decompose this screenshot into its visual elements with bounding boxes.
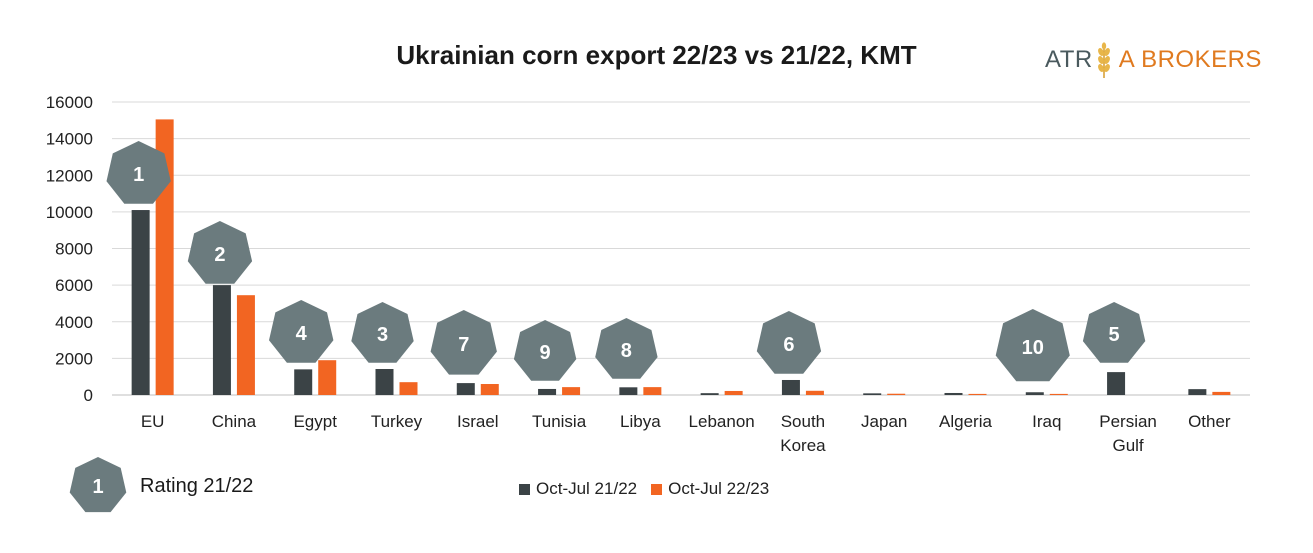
y-tick-label: 6000 xyxy=(55,276,93,295)
rating-badge-label-south-korea: 6 xyxy=(783,334,794,356)
y-tick-label: 4000 xyxy=(55,313,93,332)
x-tick-label-lebanon: Lebanon xyxy=(689,412,755,431)
x-tick-label-china: China xyxy=(212,412,257,431)
rating-badge-tunisia xyxy=(513,320,577,381)
rating-badge-iraq xyxy=(995,309,1070,382)
bar-south-korea-series-1 xyxy=(781,379,800,395)
bar-israel-series-2 xyxy=(480,384,499,395)
rating-legend: 1 Rating 21/22 xyxy=(68,456,253,516)
rating-badge-label-china: 2 xyxy=(214,244,225,266)
bar-libya-series-1 xyxy=(619,387,638,395)
rating-badge-label-tunisia: 9 xyxy=(540,342,551,364)
x-tick-label-south-korea: South xyxy=(781,412,825,431)
legend-label-series-2: Oct-Jul 22/23 xyxy=(668,479,770,498)
bar-iraq-series-1 xyxy=(1025,392,1044,395)
bar-algeria-series-2 xyxy=(968,393,987,395)
bar-other-series-2 xyxy=(1212,391,1231,395)
x-tick-label-tunisia: Tunisia xyxy=(532,412,587,431)
rating-badge-libya xyxy=(595,318,658,379)
bar-persian-gulf-series-1 xyxy=(1107,372,1126,395)
rating-badge-label-israel: 7 xyxy=(458,334,469,356)
wheat-icon xyxy=(1097,42,1110,78)
x-tick-label-libya: Libya xyxy=(620,412,661,431)
rating-badge-eu xyxy=(106,141,171,204)
x-tick-label-south-korea: Korea xyxy=(780,436,826,455)
bar-turkey-series-1 xyxy=(375,368,394,395)
rating-badge-label-eu: 1 xyxy=(133,164,144,186)
bar-japan-series-1 xyxy=(863,393,882,395)
rating-badge-egypt xyxy=(269,300,334,363)
legend-label-series-1: Oct-Jul 21/22 xyxy=(536,479,638,498)
logo-text-right: A BROKERS xyxy=(1118,46,1262,73)
chart-title: Ukrainian corn export 22/23 vs 21/22, KM… xyxy=(396,40,917,70)
rating-badge-label-iraq: 10 xyxy=(1022,337,1044,359)
x-tick-label-egypt: Egypt xyxy=(293,412,337,431)
rating-badge-turkey xyxy=(351,302,414,363)
legend-item-series-2: Oct-Jul 22/23 xyxy=(651,479,769,499)
y-tick-label: 12000 xyxy=(46,166,93,185)
rating-legend-rank: 1 xyxy=(92,476,103,498)
x-tick-label-persian-gulf: Persian xyxy=(1099,412,1157,431)
atria-brokers-logo: ATR A BROKERS xyxy=(1045,42,1262,78)
series-legend: Oct-Jul 21/22 Oct-Jul 22/23 xyxy=(519,479,783,499)
y-tick-label: 0 xyxy=(84,386,93,405)
rating-badge-label-persian-gulf: 5 xyxy=(1109,324,1120,346)
legend-item-series-1: Oct-Jul 21/22 xyxy=(519,479,637,499)
rating-heptagon-icon: 1 xyxy=(69,457,127,513)
bar-south-korea-series-2 xyxy=(805,390,824,395)
bar-libya-series-2 xyxy=(643,387,662,395)
x-tick-label-other: Other xyxy=(1188,412,1231,431)
rating-badge-label-libya: 8 xyxy=(621,340,632,362)
rating-legend-label: Rating 21/22 xyxy=(140,474,254,497)
legend-swatch-series-2 xyxy=(651,483,663,495)
bar-iraq-series-2 xyxy=(1049,393,1068,395)
x-tick-label-japan: Japan xyxy=(861,412,907,431)
y-tick-label: 8000 xyxy=(55,240,93,259)
bar-tunisia-series-2 xyxy=(562,387,581,395)
y-tick-label: 16000 xyxy=(46,93,93,112)
bar-israel-series-1 xyxy=(456,383,475,395)
bar-china-series-1 xyxy=(212,285,231,395)
bar-lebanon-series-1 xyxy=(700,393,719,395)
rating-badge-south-korea xyxy=(756,311,822,374)
bar-other-series-1 xyxy=(1188,389,1207,395)
x-tick-label-eu: EU xyxy=(141,412,165,431)
bar-egypt-series-1 xyxy=(294,369,313,395)
legend-swatch-series-1 xyxy=(519,483,530,495)
rating-badge-israel xyxy=(430,310,497,375)
bar-tunisia-series-1 xyxy=(538,388,557,395)
bar-egypt-series-2 xyxy=(318,360,337,395)
rating-badge-label-egypt: 4 xyxy=(296,323,308,345)
bar-china-series-2 xyxy=(236,295,255,395)
x-tick-label-persian-gulf: Gulf xyxy=(1112,436,1143,455)
logo-text-left: ATR xyxy=(1045,46,1093,73)
y-tick-label: 14000 xyxy=(46,130,93,149)
y-tick-label: 2000 xyxy=(55,349,93,368)
bar-lebanon-series-2 xyxy=(724,390,743,395)
bar-japan-series-2 xyxy=(887,393,906,395)
x-tick-label-israel: Israel xyxy=(457,412,499,431)
bar-turkey-series-2 xyxy=(399,382,418,395)
rating-badge-persian-gulf xyxy=(1082,302,1146,363)
rating-badge-china xyxy=(187,221,253,284)
rating-badge-label-turkey: 3 xyxy=(377,324,388,346)
x-tick-label-iraq: Iraq xyxy=(1032,412,1061,431)
x-tick-label-turkey: Turkey xyxy=(371,412,423,431)
bar-eu-series-1 xyxy=(131,210,150,395)
x-tick-label-algeria: Algeria xyxy=(939,412,992,431)
bar-algeria-series-1 xyxy=(944,392,963,395)
y-tick-label: 10000 xyxy=(46,203,93,222)
